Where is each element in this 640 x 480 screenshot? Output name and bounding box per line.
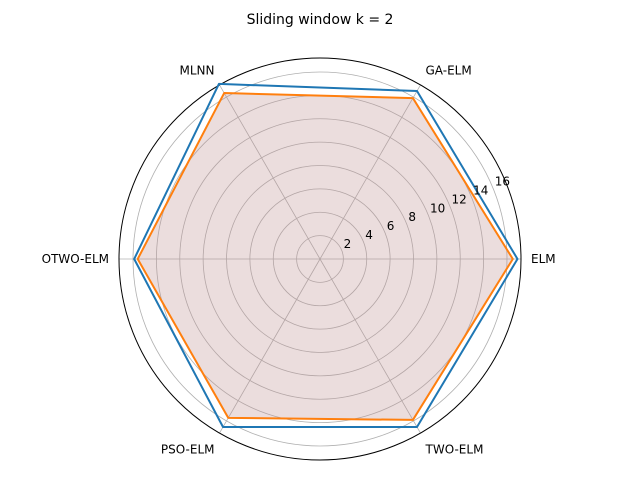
- category-label-two-elm: TWO-ELM: [425, 443, 484, 457]
- chart-title: Sliding window k = 2: [247, 12, 394, 28]
- radial-tick-label: 4: [365, 228, 373, 242]
- category-label-otwo-elm: OTWO-ELM: [42, 252, 109, 266]
- radial-tick-label: 16: [495, 174, 510, 188]
- category-label-pso-elm: PSO-ELM: [161, 443, 215, 457]
- category-label-mlnn: MLNN: [180, 63, 215, 77]
- radial-tick-label: 8: [408, 210, 416, 224]
- radial-tick-label: 12: [452, 192, 467, 206]
- radial-tick-label: 14: [473, 183, 488, 197]
- category-label-ga-elm: GA-ELM: [426, 63, 472, 77]
- radial-tick-label: 6: [387, 219, 395, 233]
- category-label-elm: ELM: [531, 252, 556, 266]
- radial-tick-label: 2: [344, 237, 352, 251]
- radial-tick-label: 10: [430, 201, 445, 215]
